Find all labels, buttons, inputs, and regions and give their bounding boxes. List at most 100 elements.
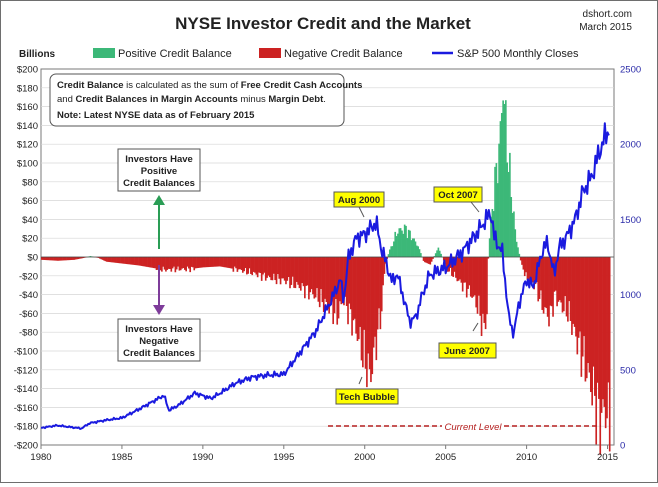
credit-bar-negative <box>442 257 445 261</box>
credit-bar-negative <box>121 257 124 264</box>
y-right-tick-label: 0 <box>620 441 625 452</box>
credit-bar-negative <box>57 257 59 261</box>
chart-title: NYSE Investor Credit and the Market <box>175 14 471 33</box>
credit-bar-negative <box>259 257 262 274</box>
credit-bar-positive <box>433 256 436 257</box>
credit-bar-negative <box>70 257 73 260</box>
credit-bar-negative <box>131 257 134 265</box>
credit-bar-negative <box>107 257 109 262</box>
credit-bar-negative <box>463 257 465 283</box>
credit-bar-negative <box>227 257 229 268</box>
credit-bar-negative <box>165 257 167 272</box>
credit-bar-negative <box>152 257 155 269</box>
credit-bar-positive <box>387 254 390 257</box>
negative-arrow-head <box>153 305 165 315</box>
credit-bar-negative <box>558 257 561 301</box>
credit-bar-negative <box>297 257 299 285</box>
credit-bar-positive <box>507 172 510 257</box>
credit-bar-negative <box>119 257 121 264</box>
credit-bar-positive <box>417 246 419 257</box>
credit-bar-negative <box>123 257 125 264</box>
credit-bar-negative <box>266 257 268 278</box>
credit-bar-negative <box>78 257 81 259</box>
credit-bar-negative <box>81 257 84 259</box>
credit-bar-negative <box>63 257 66 261</box>
credit-bar-negative <box>331 257 333 302</box>
positive-note: Investors Have Positive Credit Balances <box>117 148 201 249</box>
credit-bar-negative <box>316 257 318 289</box>
credit-bar-negative <box>465 257 468 298</box>
credit-bar-positive <box>415 245 418 257</box>
credit-bar-negative <box>464 257 467 283</box>
y-left-tick-label: -$140 <box>14 384 38 395</box>
credit-bar-negative <box>602 257 604 400</box>
info-text-1: is calculated as the sum of <box>124 80 241 91</box>
credit-bar-negative <box>194 257 197 269</box>
credit-bar-negative <box>154 257 156 269</box>
credit-bar-negative <box>220 257 223 267</box>
y-right-tick-label: 2500 <box>620 65 641 76</box>
credit-bar-negative <box>256 257 259 278</box>
credit-bar-negative <box>298 257 301 289</box>
legend: Positive Credit Balance Negative Credit … <box>93 48 579 60</box>
credit-bar-negative <box>174 257 177 273</box>
credit-bar-negative <box>424 257 426 263</box>
x-tick-label: 2010 <box>516 452 537 463</box>
y-left-tick-label: -$120 <box>14 365 38 376</box>
credit-bar-negative <box>229 257 232 269</box>
credit-bar-negative <box>125 257 128 265</box>
credit-bar-negative <box>258 257 260 273</box>
credit-bar-negative <box>447 257 449 272</box>
credit-bar-negative <box>325 257 328 303</box>
credit-bar-negative <box>286 257 289 281</box>
credit-bar-negative <box>171 257 174 269</box>
credit-bar-negative <box>563 257 565 312</box>
y-left-tick-label: -$180 <box>14 422 38 433</box>
credit-bar-negative <box>577 257 580 338</box>
credit-bar-negative <box>262 257 264 275</box>
credit-bar-negative <box>212 257 214 267</box>
credit-bar-negative <box>519 257 522 261</box>
credit-bar-negative <box>349 257 352 310</box>
credit-bar-negative <box>49 257 51 261</box>
credit-bar-negative <box>476 257 479 314</box>
sp500-line <box>40 122 610 430</box>
credit-bar-negative <box>77 257 80 260</box>
credit-bar-negative <box>587 257 589 364</box>
credit-bar-negative <box>544 257 546 308</box>
svg-text:Credit Balance is calculated a: Credit Balance is calculated as the sum … <box>57 80 362 91</box>
credit-bar-negative <box>537 257 540 302</box>
credit-bar-negative <box>274 257 277 281</box>
credit-bar-positive <box>518 253 521 257</box>
credit-bar-negative <box>186 257 189 267</box>
credit-bar-negative <box>216 257 219 267</box>
credit-bar-negative <box>571 257 573 335</box>
credit-bar-negative <box>247 257 250 274</box>
credit-bar-negative <box>117 257 120 264</box>
callout-aug-2000-label: Aug 2000 <box>338 195 380 206</box>
credit-bar-negative <box>579 257 581 332</box>
credit-bar-negative <box>82 257 85 258</box>
credit-bar-negative <box>569 257 572 321</box>
credit-bar-negative <box>120 257 123 264</box>
y-left-tick-label: $20 <box>22 234 38 245</box>
credit-bar-negative <box>322 257 325 312</box>
credit-bar-negative <box>251 257 254 276</box>
credit-bar-positive <box>405 225 407 257</box>
credit-bar-negative <box>525 257 527 273</box>
credit-bar-negative <box>356 257 359 341</box>
credit-bar-negative <box>181 257 183 269</box>
credit-bar-positive <box>407 229 410 257</box>
credit-bar-negative <box>150 257 152 268</box>
credit-bar-positive <box>403 224 406 257</box>
credit-bar-positive <box>420 253 422 257</box>
credit-bar-negative <box>324 257 326 299</box>
credit-bar-negative <box>573 257 576 327</box>
credit-bar-negative <box>260 257 263 281</box>
y-right-tick-label: 1000 <box>620 290 641 301</box>
credit-bar-negative <box>198 257 201 268</box>
credit-bar-negative <box>112 257 115 263</box>
credit-bar-positive <box>89 256 92 257</box>
credit-bar-negative <box>108 257 111 263</box>
